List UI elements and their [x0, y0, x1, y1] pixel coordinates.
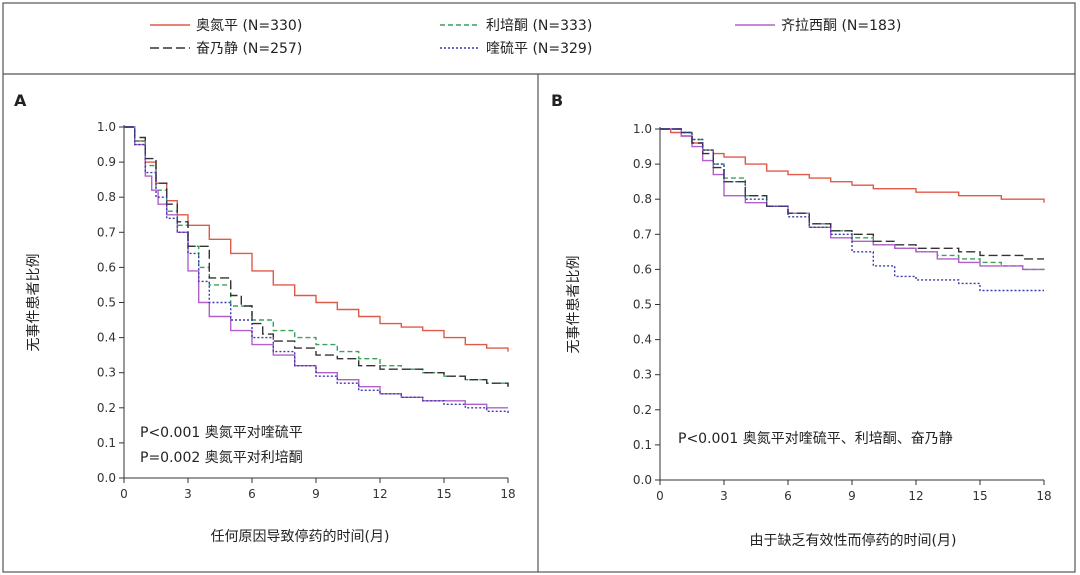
- y-tick-label: 0.9: [633, 157, 652, 171]
- x-tick-label: 9: [848, 489, 856, 503]
- series-line: [660, 128, 1045, 203]
- x-tick-label: 12: [908, 489, 923, 503]
- y-tick-label: 0.5: [633, 298, 652, 312]
- y-tick-label: 0.4: [97, 331, 116, 345]
- y-tick-label: 0.8: [97, 190, 116, 204]
- y-tick-label: 0.1: [633, 438, 652, 452]
- x-tick-label: 3: [184, 487, 192, 501]
- p-value-annotation: P<0.001 奥氮平对喹硫平: [140, 424, 303, 441]
- x-tick-label: 12: [372, 487, 387, 501]
- y-tick-label: 0.0: [97, 471, 116, 485]
- series-line: [124, 126, 509, 387]
- y-tick-label: 0.6: [97, 260, 116, 274]
- y-tick-label: 1.0: [97, 120, 116, 134]
- legend-label: 齐拉西酮 (N=183): [781, 18, 901, 34]
- panel-b: B 0.0 0.1 0.2 0.3 0.4 0.5 0.6 0.7 0.8 0.9 1.0 0 3 6 9 12…: [551, 91, 1052, 549]
- panel-label: A: [14, 91, 27, 110]
- y-tick-label: 1.0: [633, 122, 652, 136]
- y-tick-label: 0.1: [97, 436, 116, 450]
- x-tick-label: 18: [500, 487, 515, 501]
- legend-entry: 奥氮平 (N=330): [150, 17, 302, 34]
- series-line: [124, 126, 508, 409]
- legend-entry: 喹硫平 (N=329): [440, 41, 592, 57]
- series-line: [124, 126, 509, 352]
- y-tick-label: 0.8: [633, 192, 652, 206]
- series-line: [124, 126, 509, 415]
- y-tick-label: 0.3: [633, 368, 652, 382]
- legend: 奥氮平 (N=330) 利培酮 (N=333) 齐拉西酮 (N=183) 奋乃静 (N…: [150, 17, 901, 57]
- y-tick-label: 0.3: [97, 366, 116, 380]
- x-tick-label: 9: [312, 487, 320, 501]
- y-tick-label: 0.6: [633, 262, 652, 276]
- y-tick-label: 0.7: [97, 225, 116, 239]
- p-value-annotation: P=0.002 奥氮平对利培酮: [140, 449, 303, 466]
- panel-label: B: [551, 91, 563, 110]
- legend-label: 奥氮平 (N=330): [196, 17, 302, 34]
- x-tick-label: 15: [436, 487, 451, 501]
- legend-entry: 奋乃静 (N=257): [150, 41, 302, 57]
- y-tick-label: 0.5: [97, 296, 116, 310]
- x-tick-label: 0: [656, 489, 664, 503]
- legend-entry: 利培酮 (N=333): [440, 18, 592, 34]
- series-line: [660, 128, 1044, 271]
- y-axis-title: 无事件患者比例: [566, 256, 582, 354]
- legend-label: 喹硫平 (N=329): [486, 41, 592, 57]
- x-tick-label: 6: [248, 487, 256, 501]
- y-tick-label: 0.2: [97, 401, 116, 415]
- y-tick-label: 0.7: [633, 227, 652, 241]
- y-tick-label: 0.9: [97, 155, 116, 169]
- x-tick-label: 3: [720, 489, 728, 503]
- y-tick-label: 0.0: [633, 473, 652, 487]
- panel-a: A 0.0 0.1 0.2 0.3 0.4 0.5 0.6 0.7 0.8 0.9 1.0 0 3 6 9 12…: [14, 91, 516, 545]
- x-tick-label: 6: [784, 489, 792, 503]
- x-axis-title: 任何原因导致停药的时间(月): [211, 528, 390, 545]
- y-tick-label: 0.2: [633, 403, 652, 417]
- x-axis-title: 由于缺乏有效性而停药的时间(月): [750, 532, 957, 549]
- legend-label: 利培酮 (N=333): [486, 18, 592, 34]
- series-line: [124, 126, 509, 387]
- legend-entry: 齐拉西酮 (N=183): [735, 18, 901, 34]
- x-tick-label: 0: [120, 487, 128, 501]
- y-axis-title: 无事件患者比例: [26, 254, 42, 352]
- series-line: [660, 128, 1045, 273]
- legend-label: 奋乃静 (N=257): [196, 41, 302, 57]
- x-tick-label: 18: [1036, 489, 1051, 503]
- p-value-annotation: P<0.001 奥氮平对喹硫平、利培酮、奋乃静: [678, 430, 953, 447]
- x-tick-label: 15: [972, 489, 987, 503]
- y-tick-label: 0.4: [633, 333, 652, 347]
